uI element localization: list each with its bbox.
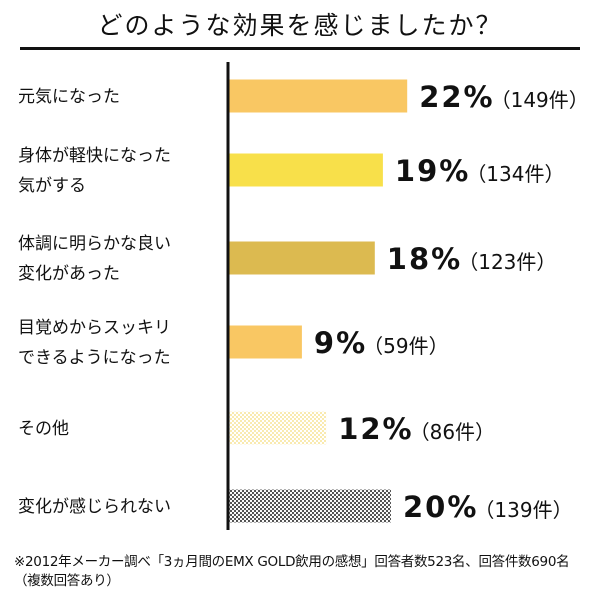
value-label: 18%（123件） [387,242,557,276]
category-label: その他 [18,419,69,439]
footnote: ※2012年メーカー調べ「3ヵ月間のEMX GOLD飲用の感想」回答者数523名… [14,554,570,589]
value-label: 19%（134件） [395,154,565,188]
percent-label: 12% [338,412,413,446]
count-label: （59件） [363,334,448,358]
category-label: 体調に明らかな良い [18,234,171,254]
bar-4 [229,411,327,445]
chart-title: どのような効果を感じましたか？ [97,11,503,40]
category-label: 目覚めからスッキリ [18,318,171,338]
value-label: 9%（59件） [314,326,449,360]
value-label: 12%（86件） [338,412,495,446]
bar-2 [229,241,375,275]
percent-label: 22% [419,80,494,114]
category-label: 気がする [18,176,86,196]
value-label: 22%（149件） [419,80,589,114]
count-label: （86件） [410,420,495,444]
value-label: 20%（139件） [403,490,573,524]
title-underline [20,47,580,50]
category-label: できるようになった [18,348,171,368]
category-label: 元気になった [18,87,120,107]
category-label: 身体が軽快になった [18,146,171,166]
percent-label: 20% [403,490,478,524]
percent-label: 18% [387,242,462,276]
percent-label: 19% [395,154,470,188]
count-label: （134件） [466,162,564,186]
category-label: 変化が感じられない [18,497,171,517]
bar-1 [229,153,383,187]
bar-5 [229,489,391,523]
percent-label: 9% [314,326,367,360]
count-label: （149件） [491,88,589,112]
count-label: （123件） [458,250,556,274]
count-label: （139件） [474,498,572,522]
category-label: 変化があった [18,264,120,284]
bar-0 [229,79,408,113]
bar-3 [229,325,302,359]
